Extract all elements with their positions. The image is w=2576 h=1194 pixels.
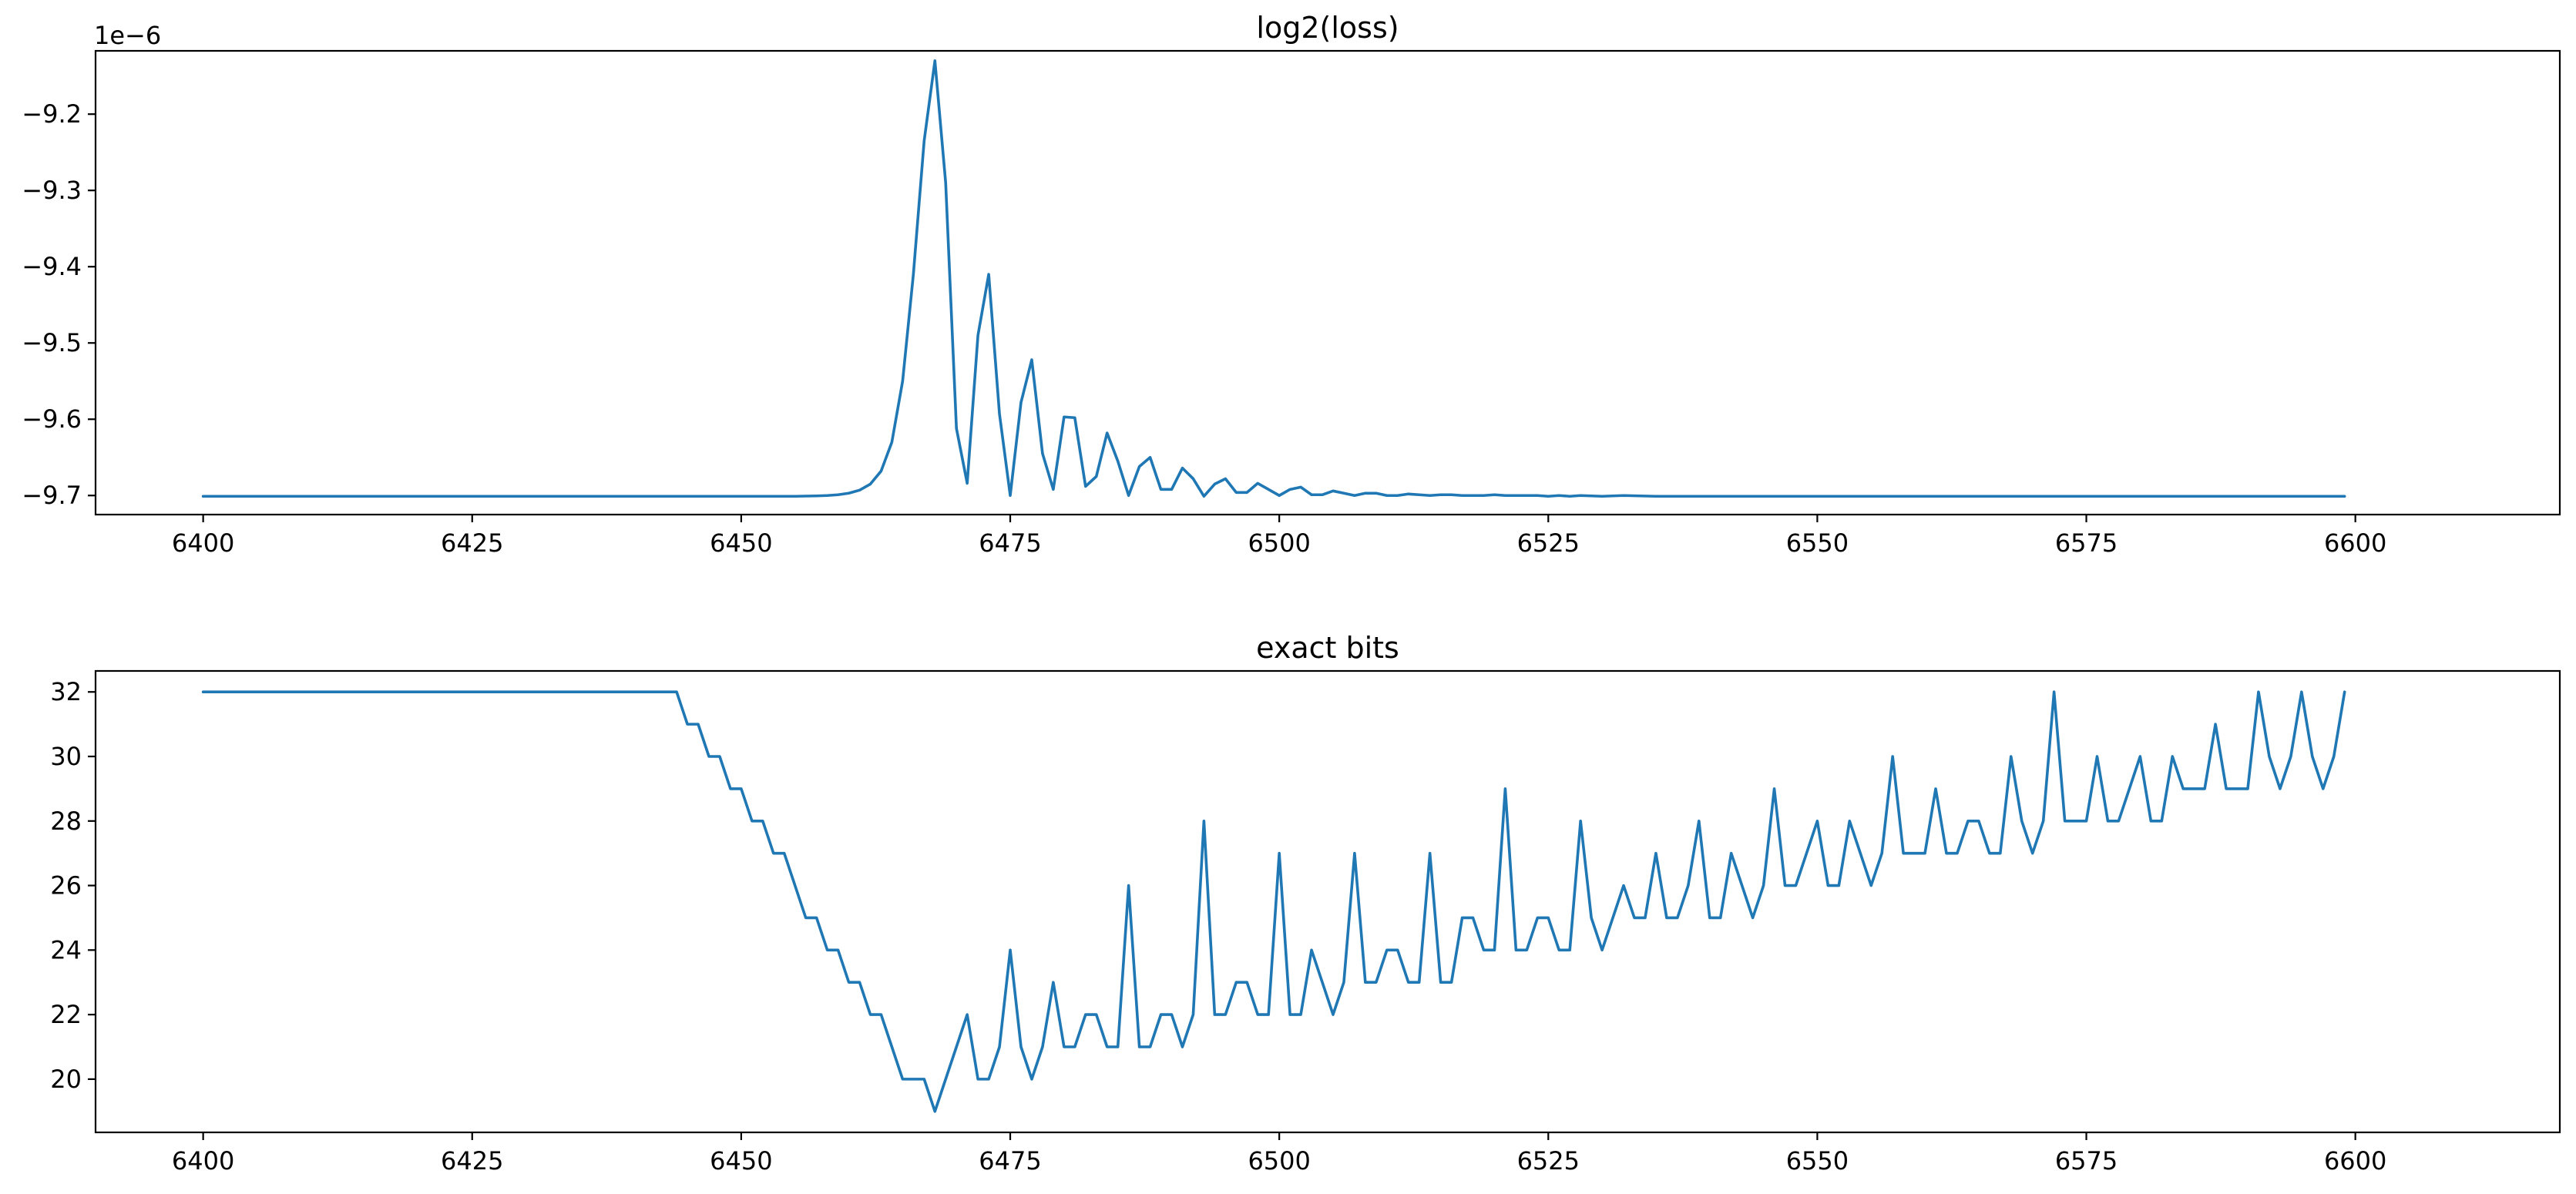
x-tick-label: 6500 [1248, 528, 1310, 558]
x-tick-label: 6475 [979, 528, 1041, 558]
x-tick-label: 6525 [1517, 528, 1580, 558]
series-line [201, 690, 2346, 1113]
series-line [201, 59, 2346, 498]
x-tick-label: 6600 [2324, 528, 2386, 558]
y-tick-label: 26 [50, 871, 82, 901]
y-tick-label: −9.6 [22, 404, 82, 434]
axes-frame [94, 669, 2561, 1134]
y-tick-label: −9.7 [22, 481, 82, 510]
y-tick-label: 24 [50, 935, 82, 964]
x-tick-label: 6425 [441, 1146, 503, 1176]
x-tick-label: 6475 [979, 1146, 1041, 1176]
x-tick-label: 6450 [710, 1146, 772, 1176]
y-tick-label: 32 [50, 677, 82, 706]
y-tick-label: −9.4 [22, 252, 82, 281]
y-tick-label: 30 [50, 742, 82, 771]
x-tick-label: 6550 [1786, 1146, 1849, 1176]
y-tick-label: −9.3 [22, 176, 82, 205]
x-tick-label: 6425 [441, 528, 503, 558]
subplot-title: exact bits [1256, 631, 1399, 665]
y-tick-label: −9.5 [22, 328, 82, 357]
y-tick-label: 20 [50, 1065, 82, 1094]
y-tick-label: 22 [50, 1000, 82, 1029]
y-tick-label: 28 [50, 807, 82, 836]
x-tick-label: 6575 [2055, 1146, 2118, 1176]
subplot-exact-bits: exact bits 6400 6425 6450 6475 6500 6525 6550 6… [50, 631, 2561, 1176]
x-tick-label: 6550 [1786, 528, 1849, 558]
axes-frame [94, 49, 2561, 516]
x-tick-label: 6450 [710, 528, 772, 558]
x-tick-label: 6525 [1517, 1146, 1580, 1176]
x-tick-label: 6400 [172, 1146, 234, 1176]
x-tick-label: 6500 [1248, 1146, 1310, 1176]
x-tick-label: 6600 [2324, 1146, 2386, 1176]
plot-area: 6400 6425 6450 6475 6500 6525 6550 6575 6600 32 30… [50, 677, 2386, 1176]
x-tick-label: 6400 [172, 528, 234, 558]
y-tick-label: −9.2 [22, 99, 82, 129]
subplot-log2-loss: log2(loss) 1e−6 6400 6425 6450 6475 6500 6525… [22, 11, 2561, 558]
x-tick-label: 6575 [2055, 528, 2118, 558]
subplot-title: log2(loss) [1256, 11, 1399, 45]
y-offset-text: 1e−6 [94, 21, 161, 50]
plot-area: 6400 6425 6450 6475 6500 6525 6550 6575 6600 −9.2… [22, 59, 2386, 558]
